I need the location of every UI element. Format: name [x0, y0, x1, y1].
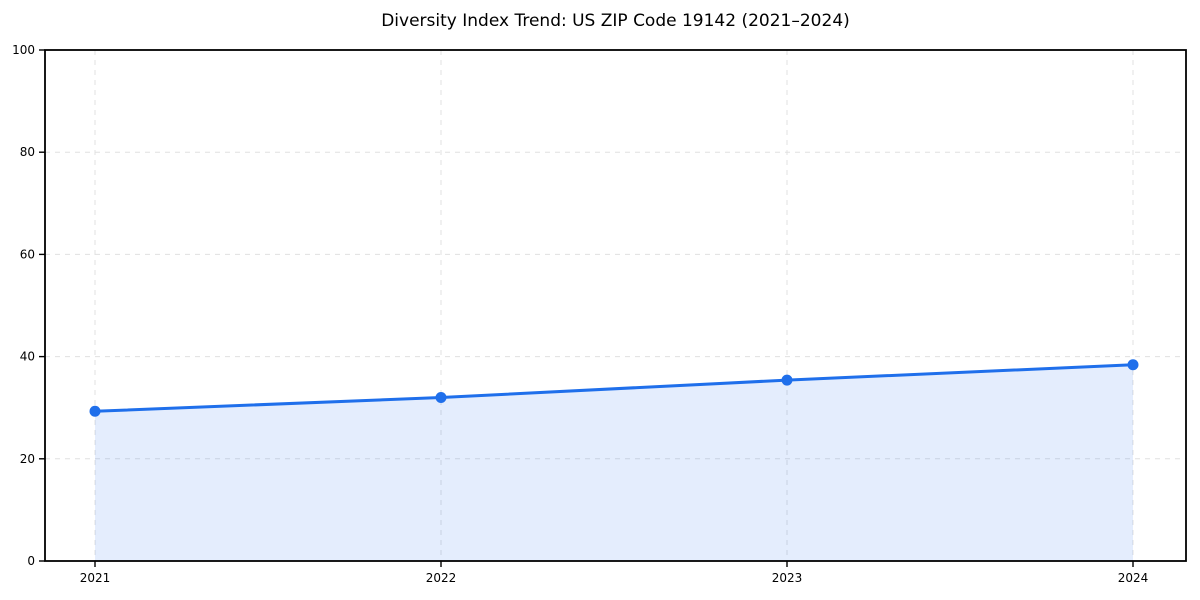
y-tick-label: 60	[20, 247, 35, 261]
x-tick-label: 2022	[426, 571, 457, 585]
x-tick-label: 2024	[1118, 571, 1149, 585]
y-tick-label: 0	[27, 554, 35, 568]
y-tick-label: 80	[20, 145, 35, 159]
axis-frame	[44, 49, 1187, 562]
x-axis: 2021 2022 2023 2024	[80, 561, 1149, 585]
data-points	[89, 359, 1139, 417]
data-point-2023	[781, 374, 793, 386]
y-tick-label: 100	[12, 43, 35, 57]
area-fill	[95, 364, 1133, 561]
x-tick-label: 2023	[772, 571, 803, 585]
data-point-2022	[435, 391, 447, 403]
trend-line	[93, 363, 1135, 413]
data-point-2021	[89, 405, 101, 417]
y-tick-label: 20	[20, 452, 35, 466]
x-tick-label: 2021	[80, 571, 111, 585]
data-point-2024	[1127, 359, 1139, 371]
y-axis: 0 20 40 60 80 100	[12, 43, 45, 568]
y-tick-label: 40	[20, 350, 35, 364]
chart-title: Diversity Index Trend: US ZIP Code 19142…	[381, 11, 850, 31]
